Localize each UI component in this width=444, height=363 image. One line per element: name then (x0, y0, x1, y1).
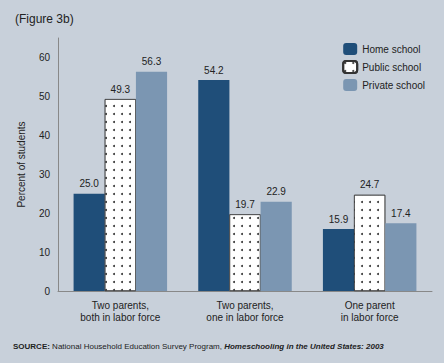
svg-text:both in labor force: both in labor force (80, 312, 160, 323)
svg-text:SOURCE:: SOURCE: (13, 342, 50, 351)
svg-text:Public school: Public school (362, 62, 421, 73)
svg-text:15.9: 15.9 (329, 214, 349, 225)
svg-text:0: 0 (44, 286, 50, 297)
svg-text:(Figure 3b): (Figure 3b) (15, 12, 74, 26)
svg-text:40: 40 (39, 130, 51, 141)
svg-text:49.3: 49.3 (111, 84, 131, 95)
svg-text:22.9: 22.9 (266, 186, 286, 197)
svg-text:56.3: 56.3 (142, 56, 162, 67)
svg-text:Two parents,: Two parents, (92, 300, 149, 311)
svg-text:in labor force: in labor force (341, 312, 399, 323)
svg-text:Two parents,: Two parents, (216, 300, 273, 311)
svg-text:Home school: Home school (362, 44, 420, 55)
svg-text:One parent: One parent (345, 300, 395, 311)
svg-text:19.7: 19.7 (235, 199, 255, 210)
svg-text:Private school: Private school (362, 80, 425, 91)
svg-text:54.2: 54.2 (204, 65, 224, 76)
svg-text:60: 60 (39, 52, 51, 63)
svg-text:10: 10 (39, 247, 51, 258)
svg-text:Percent of students: Percent of students (16, 121, 27, 207)
svg-text:30: 30 (39, 169, 51, 180)
svg-text:17.4: 17.4 (391, 208, 411, 219)
svg-text:25.0: 25.0 (79, 178, 99, 189)
svg-text:50: 50 (39, 91, 51, 102)
svg-text:National Household Education S: National Household Education Survey Prog… (50, 342, 224, 351)
svg-text:20: 20 (39, 208, 51, 219)
svg-text:one in labor force: one in labor force (206, 312, 284, 323)
svg-text:Homeschooling in the United St: Homeschooling in the United States: 2003 (224, 342, 384, 351)
svg-text:24.7: 24.7 (360, 179, 380, 190)
